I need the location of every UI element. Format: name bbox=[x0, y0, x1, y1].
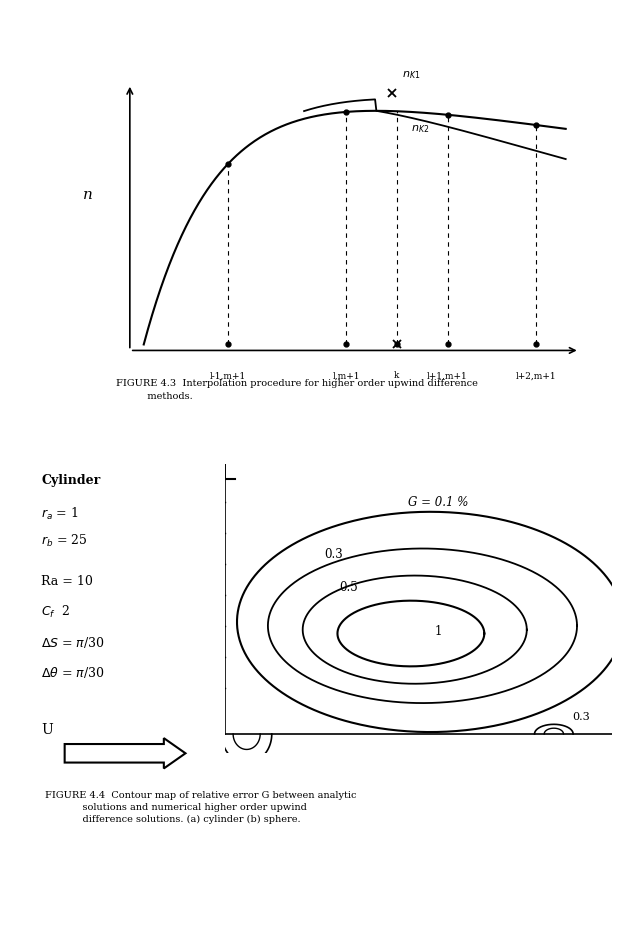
Text: $n_{K2}$: $n_{K2}$ bbox=[411, 124, 429, 135]
Text: 0.3: 0.3 bbox=[572, 712, 590, 723]
Text: l-1,m+1: l-1,m+1 bbox=[210, 372, 246, 380]
Text: $r_b$ = 25: $r_b$ = 25 bbox=[41, 533, 88, 549]
Text: k: k bbox=[394, 372, 399, 380]
Text: l+1,m+1: l+1,m+1 bbox=[427, 372, 468, 380]
Text: difference solutions. (a) cylinder (b) sphere.: difference solutions. (a) cylinder (b) s… bbox=[45, 815, 301, 825]
Text: methods.: methods. bbox=[116, 392, 193, 402]
Text: $\Delta S$ = $\pi$/30: $\Delta S$ = $\pi$/30 bbox=[41, 635, 105, 650]
Text: l,m+1: l,m+1 bbox=[332, 372, 360, 380]
Text: solutions and numerical higher order upwind: solutions and numerical higher order upw… bbox=[45, 803, 307, 812]
Text: FIGURE 4.3  Interpolation procedure for higher order upwind difference: FIGURE 4.3 Interpolation procedure for h… bbox=[116, 379, 478, 388]
Text: G = 0.1 %: G = 0.1 % bbox=[408, 496, 468, 509]
Text: $\Delta\theta$ = $\pi$/30: $\Delta\theta$ = $\pi$/30 bbox=[41, 665, 105, 680]
Text: 0.5: 0.5 bbox=[339, 581, 359, 594]
Text: n: n bbox=[83, 188, 93, 201]
Text: 0.3: 0.3 bbox=[324, 548, 343, 562]
Text: $r_a$ = 1: $r_a$ = 1 bbox=[41, 506, 79, 522]
Text: FIGURE 4.4  Contour map of relative error G between analytic: FIGURE 4.4 Contour map of relative error… bbox=[45, 791, 357, 800]
Text: U: U bbox=[41, 723, 53, 737]
Text: l+2,m+1: l+2,m+1 bbox=[516, 372, 556, 380]
Text: Ra = 10: Ra = 10 bbox=[41, 575, 93, 588]
FancyArrow shape bbox=[64, 739, 185, 768]
Text: $n_{K1}$: $n_{K1}$ bbox=[402, 69, 420, 81]
Text: $C_f$  2: $C_f$ 2 bbox=[41, 604, 70, 620]
Text: Cylinder: Cylinder bbox=[41, 474, 100, 487]
Text: 1: 1 bbox=[434, 625, 442, 638]
